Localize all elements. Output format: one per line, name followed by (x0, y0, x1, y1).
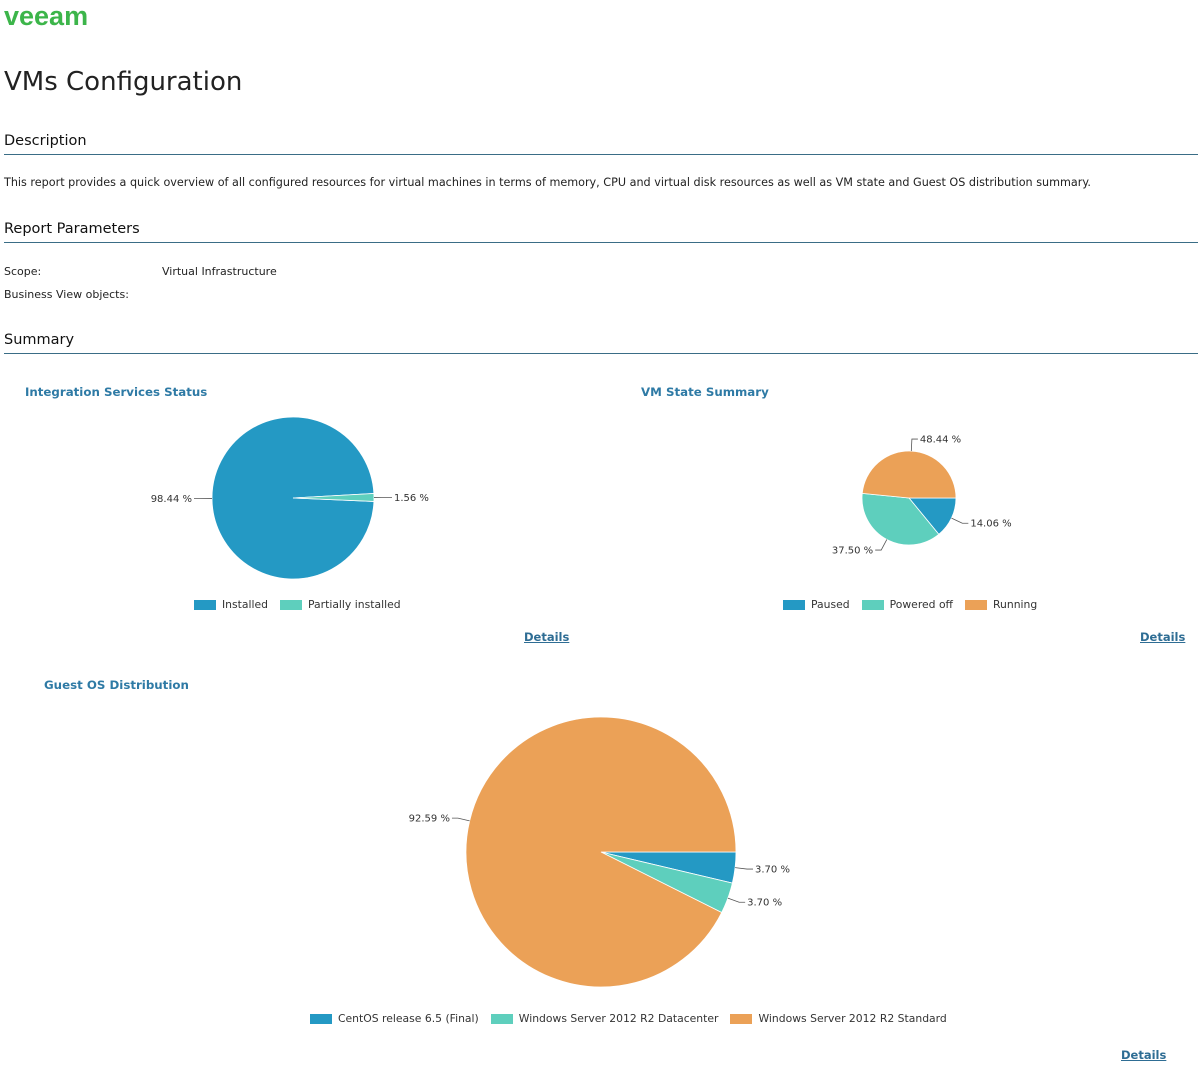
guest-os-details-link[interactable]: Details (1121, 1048, 1167, 1062)
legend-swatch (730, 1013, 753, 1024)
legend-item-powered-off: Powered off (861, 598, 953, 611)
guest-os-chart-title: Guest OS Distribution (44, 678, 189, 692)
pie-data-label: 1.56 % (394, 493, 429, 504)
pie-leader-line (951, 517, 969, 524)
vm-state-chart-title: VM State Summary (641, 385, 769, 399)
pie-data-label: 98.44 % (151, 494, 192, 505)
scope-label: Scope: (4, 265, 42, 278)
report-parameters-heading: Report Parameters (4, 221, 140, 237)
vm-state-pie-chart: 14.06 % 37.50 % 48.44 % (832, 435, 1012, 557)
legend-swatch (783, 599, 805, 610)
summary-divider (4, 353, 1198, 354)
legend-item-partially-installed: Partially installed (280, 598, 401, 611)
legend-label: Running (993, 598, 1038, 611)
summary-heading: Summary (4, 332, 75, 348)
vm-state-legend: Paused Powered off Running (783, 598, 1049, 611)
legend-item-running: Running (965, 598, 1037, 611)
integration-services-legend: Installed Partially installed (194, 598, 413, 611)
legend-item-centos-release-6-5-final: CentOS release 6.5 (Final) (310, 1012, 479, 1025)
page-title: VMs Configuration (4, 67, 243, 97)
vm-state-details-link[interactable]: Details (1140, 630, 1186, 644)
legend-label: Windows Server 2012 R2 Datacenter (518, 1012, 719, 1025)
report-parameters-divider (4, 242, 1198, 243)
integration-services-details-link[interactable]: Details (524, 630, 570, 644)
legend-swatch (280, 599, 302, 610)
guest-os-pie-chart: 3.70 % 3.70 % 92.59 % (409, 716, 790, 988)
legend-label: Windows Server 2012 R2 Standard (758, 1012, 947, 1025)
legend-swatch (965, 599, 987, 610)
legend-label: Paused (811, 598, 850, 611)
legend-item-installed: Installed (194, 598, 268, 611)
pie-leader-line (727, 897, 746, 903)
pie-data-label: 3.70 % (747, 898, 782, 909)
legend-swatch (194, 599, 216, 610)
scope-value: Virtual Infrastructure (162, 265, 277, 278)
veeam-logo: veeam (4, 1, 89, 31)
pie-leader-line (910, 438, 918, 452)
pie-slice-running (861, 450, 957, 499)
integration-services-chart-title: Integration Services Status (25, 385, 208, 399)
pie-data-label: 3.70 % (755, 865, 790, 876)
legend-label: Installed (222, 598, 268, 611)
business-view-label: Business View objects: (4, 288, 129, 301)
legend-item-windows-server-2012-r2-datacenter: Windows Server 2012 R2 Datacenter (490, 1012, 719, 1025)
pie-data-label: 14.06 % (970, 519, 1011, 530)
integration-services-pie-chart: 98.44 % 1.56 % (151, 416, 429, 580)
description-divider (4, 154, 1198, 155)
pie-data-label: 48.44 % (920, 435, 961, 446)
legend-swatch (861, 599, 884, 610)
pie-data-label: 37.50 % (832, 546, 873, 557)
pie-leader-line (875, 539, 888, 551)
legend-label: Partially installed (308, 598, 401, 611)
legend-label: CentOS release 6.5 (Final) (338, 1012, 479, 1025)
pie-leader-line (451, 817, 470, 822)
pie-slice-powered-off (861, 492, 940, 546)
description-heading: Description (4, 133, 87, 149)
legend-label: Powered off (889, 598, 953, 611)
pie-slice-windows-server-2012-r2-standard (465, 716, 737, 988)
legend-item-paused: Paused (783, 598, 850, 611)
pie-data-label: 92.59 % (409, 814, 450, 825)
pie-leader-line (735, 867, 754, 870)
legend-swatch (310, 1013, 332, 1024)
guest-os-legend: CentOS release 6.5 (Final) Windows Server… (310, 1012, 959, 1025)
legend-swatch (490, 1013, 513, 1024)
description-text: This report provides a quick overview of… (4, 176, 1091, 189)
legend-item-windows-server-2012-r2-standard: Windows Server 2012 R2 Standard (730, 1012, 947, 1025)
